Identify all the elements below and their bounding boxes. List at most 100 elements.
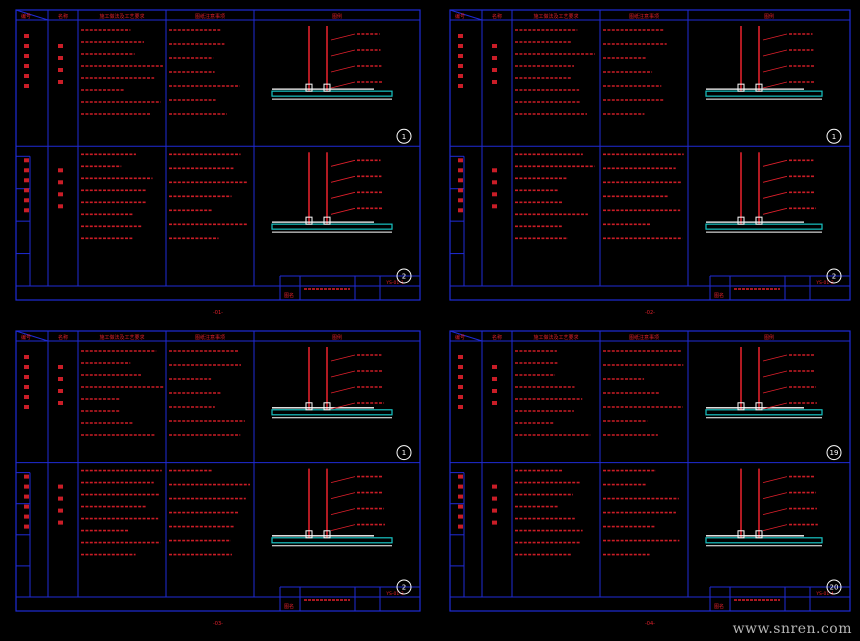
header-label: 图例 <box>332 334 342 341</box>
callout-leader <box>330 492 356 499</box>
header-label: 施工做法及工艺要求 <box>99 13 144 20</box>
ceiling-board <box>705 90 823 97</box>
text-glyph <box>492 484 497 489</box>
callout-leader <box>330 65 356 73</box>
ceiling-board <box>271 409 393 416</box>
sheet-bottom-right: 编号 名称 施工做法及工艺要求 图纸注意事项 图例 图名 YS-01-4 -04- 19 20 <box>438 329 858 629</box>
callout-leader <box>330 207 356 215</box>
callout-leader <box>762 354 788 362</box>
text-glyph <box>24 395 29 399</box>
detail-number-circle <box>396 579 412 595</box>
hanger-clip <box>323 83 331 92</box>
hanger-clip <box>755 530 763 539</box>
ceiling-board <box>705 409 823 416</box>
header-label: 图纸注意事项 <box>195 13 225 20</box>
detail-number: 1 <box>402 133 406 141</box>
text-glyph <box>24 178 29 183</box>
text-glyph <box>492 56 497 60</box>
detail-number: 1 <box>402 449 406 457</box>
text-glyph <box>24 198 29 203</box>
hanger-clip <box>323 216 331 225</box>
callout-leader <box>762 159 788 167</box>
text-glyph <box>58 56 63 60</box>
text-glyph <box>458 74 463 78</box>
header-label: 图纸注意事项 <box>629 13 659 20</box>
header-label: 图纸注意事项 <box>195 334 225 341</box>
callout-leader <box>762 402 788 410</box>
text-glyph <box>24 188 29 193</box>
callout-leader <box>762 370 788 378</box>
hanger-clip <box>737 530 745 539</box>
text-glyph <box>492 365 497 369</box>
detail-number-circle <box>826 268 842 284</box>
detail-number: 2 <box>832 273 836 281</box>
text-glyph <box>24 385 29 389</box>
text-glyph <box>24 365 29 369</box>
text-glyph <box>458 375 463 379</box>
header-label: 名称 <box>58 334 68 341</box>
text-glyph <box>24 44 29 48</box>
detail-number: 2 <box>402 584 406 592</box>
text-glyph <box>458 44 463 48</box>
callout-leader <box>762 191 788 199</box>
outer-frame <box>449 9 851 301</box>
text-glyph <box>458 494 463 499</box>
detail-number-circle <box>396 128 412 144</box>
text-glyph <box>24 514 29 519</box>
page-mark: -04- <box>645 621 655 627</box>
text-glyph <box>58 44 63 48</box>
text-glyph <box>24 474 29 479</box>
callout-leader <box>762 386 788 394</box>
header-label: 编号 <box>455 334 465 341</box>
text-glyph <box>24 64 29 68</box>
detail-drawing: 1 <box>271 26 412 144</box>
text-glyph <box>458 84 463 88</box>
text-glyph <box>58 496 63 501</box>
text-glyph <box>58 192 63 197</box>
detail-number: 19 <box>830 449 839 457</box>
detail-drawing: 2 <box>271 468 412 595</box>
text-glyph <box>58 80 63 84</box>
text-glyph <box>492 496 497 501</box>
text-glyph <box>58 484 63 489</box>
detail-number: 20 <box>830 584 839 592</box>
outer-frame <box>15 330 421 612</box>
text-glyph <box>492 168 497 173</box>
text-glyph <box>58 389 63 393</box>
hanger-clip <box>737 402 745 411</box>
callout-leader <box>330 386 356 394</box>
text-glyph <box>24 54 29 58</box>
callout-leader <box>330 508 356 515</box>
hanger-clip <box>737 216 745 225</box>
text-glyph <box>458 514 463 519</box>
footer-title-label: 图名 <box>714 603 724 610</box>
footer-title-label: 图名 <box>714 292 724 299</box>
text-glyph <box>458 474 463 479</box>
callout-leader <box>330 159 356 167</box>
text-glyph <box>458 198 463 203</box>
header-label: 图例 <box>764 334 774 341</box>
text-glyph <box>458 178 463 183</box>
text-glyph <box>24 168 29 173</box>
text-glyph <box>458 524 463 529</box>
corner-diagonal <box>15 330 49 342</box>
detail-number: 2 <box>402 273 406 281</box>
text-glyph <box>458 168 463 173</box>
hanger-clip <box>737 83 745 92</box>
text-glyph <box>58 68 63 72</box>
text-glyph <box>458 64 463 68</box>
callout-leader <box>330 354 356 362</box>
header-label: 施工做法及工艺要求 <box>533 13 578 20</box>
text-glyph <box>492 508 497 513</box>
header-label: 名称 <box>58 13 68 20</box>
text-glyph <box>58 180 63 185</box>
text-glyph <box>492 80 497 84</box>
header-label: 图纸注意事项 <box>629 334 659 341</box>
corner-diagonal <box>15 9 49 21</box>
text-glyph <box>58 168 63 173</box>
text-glyph <box>24 504 29 509</box>
hanger-clip <box>323 402 331 411</box>
text-glyph <box>24 34 29 38</box>
